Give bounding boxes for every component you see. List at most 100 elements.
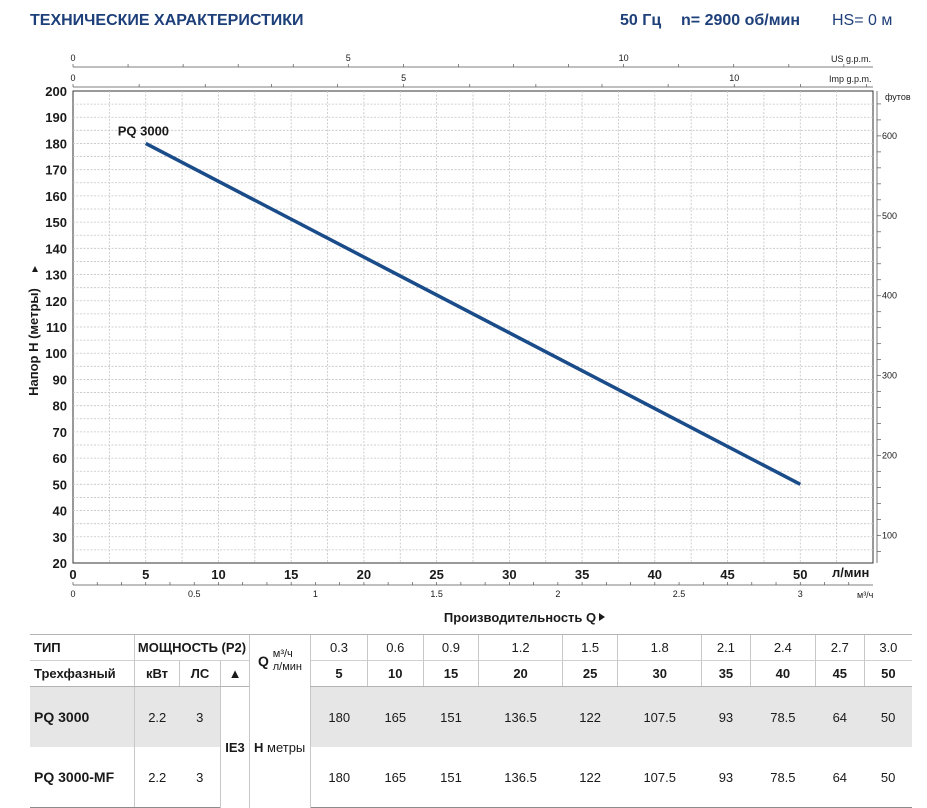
head-value: 50 <box>864 747 912 808</box>
head-value: 180 <box>310 686 368 747</box>
lmin-cell: 30 <box>617 660 702 687</box>
head-value: 64 <box>815 686 865 747</box>
q-unit-m3h: м³/ч <box>272 647 293 660</box>
y-tick-label: 70 <box>53 425 67 440</box>
y-tick-label: 80 <box>53 399 67 414</box>
chart-axes: 2030405060708090100110120130140150160170… <box>45 84 897 599</box>
lmin-cell: 15 <box>422 660 479 687</box>
y-axis-title: Напор H (метры) <box>26 288 41 396</box>
y-tick-label: 200 <box>45 84 67 99</box>
q-symbol: Q <box>257 652 269 669</box>
y-tick-label: 150 <box>45 215 67 230</box>
impgpm-tick-label: 10 <box>729 73 739 83</box>
x-axis-title: Производительность Q <box>444 610 596 625</box>
x-tick-label: 0 <box>69 567 76 582</box>
x-tick-label: 45 <box>720 567 734 582</box>
y-tick-label: 90 <box>53 372 67 387</box>
h-unit: метры <box>267 739 306 755</box>
x-tick-label: 40 <box>648 567 662 582</box>
impgpm-tick-label: 0 <box>70 73 75 83</box>
y-tick-label: 130 <box>45 268 67 283</box>
head-value: 136.5 <box>478 747 563 808</box>
head-value: 165 <box>367 747 424 808</box>
head-value: 180 <box>310 747 368 808</box>
kw-value: 2.2 <box>134 747 180 808</box>
y-tick-label: 190 <box>45 110 67 125</box>
feet-tick-label: 600 <box>882 131 897 141</box>
lmin-cell: 10 <box>366 660 424 687</box>
page-title: ТЕХНИЧЕСКИЕ ХАРАКТЕРИСТИКИ <box>30 12 304 29</box>
y-tick-label: 50 <box>53 477 67 492</box>
kw-header: кВт <box>134 660 180 687</box>
feet-tick-label: 400 <box>882 291 897 301</box>
top1-axis-unit: US g.p.m. <box>831 54 871 64</box>
lmin-cell: 25 <box>561 660 618 687</box>
x-tick-label: 35 <box>575 567 589 582</box>
head-value: 107.5 <box>617 747 702 808</box>
m3h-cell: 0.9 <box>422 634 479 661</box>
lmin-cell: 5 <box>310 660 368 687</box>
frequency-label: 50 Гц <box>620 12 662 29</box>
x-tick-label: 10 <box>211 567 225 582</box>
y-tick-label: 20 <box>53 556 67 571</box>
chart-grid <box>72 90 874 564</box>
hp-header: ЛС <box>179 660 221 687</box>
y-tick-label: 180 <box>45 136 67 151</box>
table-row: PQ 3000 2.2 3 IE3 H метры 180 165 151 13… <box>30 686 912 808</box>
head-value: 78.5 <box>750 747 816 808</box>
h-symbol: H <box>254 739 264 755</box>
usgpm-tick-label: 10 <box>619 53 629 63</box>
q-header: Q м³/ч л/мин <box>249 634 311 687</box>
feet-tick-label: 100 <box>882 531 897 541</box>
m3h-cell: 1.8 <box>617 634 702 661</box>
suction-height-label: HS= 0 м <box>832 12 893 29</box>
x-tick-label: 50 <box>793 567 807 582</box>
hp-value: 3 <box>179 686 221 747</box>
head-value: 64 <box>815 747 865 808</box>
q-unit-lmin: л/мин <box>272 660 303 673</box>
x-tick-label: 30 <box>502 567 516 582</box>
m3h-tick-label: 1 <box>313 589 318 599</box>
usgpm-tick-label: 5 <box>346 53 351 63</box>
head-value: 93 <box>701 686 751 747</box>
m3h-cell: 2.1 <box>700 634 751 661</box>
y-tick-label: 60 <box>53 451 67 466</box>
table-row: PQ 3000-MF 2.2 3 180 165 151 136.5 122 1… <box>30 747 912 808</box>
m3h-tick-label: 2 <box>555 589 560 599</box>
head-value: 50 <box>864 686 912 747</box>
x-tick-label: 20 <box>357 567 371 582</box>
head-value: 122 <box>562 747 618 808</box>
m3h-cell: 2.4 <box>749 634 816 661</box>
chart-series: PQ 3000 <box>118 123 802 486</box>
m3h-cell: 0.3 <box>310 634 368 661</box>
lmin-cell: 35 <box>700 660 751 687</box>
type-header: ТИП <box>30 634 135 661</box>
model-name: PQ 3000 <box>30 686 135 747</box>
triangle-icon: ▲ <box>220 660 250 687</box>
head-value: 122 <box>562 686 618 747</box>
feet-tick-label: 500 <box>882 211 897 221</box>
m3h-cell: 3.0 <box>863 634 912 661</box>
head-value: 136.5 <box>478 686 563 747</box>
m3h-cell: 0.6 <box>366 634 424 661</box>
head-value: 165 <box>367 686 424 747</box>
impgpm-tick-label: 5 <box>401 73 406 83</box>
x-tick-label: 5 <box>142 567 149 582</box>
head-value: 151 <box>423 686 479 747</box>
feet-tick-label: 300 <box>882 371 897 381</box>
power-header: МОЩНОСТЬ (P2) <box>134 634 250 661</box>
x-axis-unit: л/мин <box>832 565 869 580</box>
hp-value: 3 <box>179 747 221 808</box>
m3h-tick-label: 1.5 <box>430 589 443 599</box>
performance-chart: 0 5 100 5 10 2030405060708090100110120130140… <box>26 53 911 625</box>
efficiency-class: IE3 <box>220 686 250 808</box>
lmin-cell: 45 <box>814 660 865 687</box>
y-tick-label: 110 <box>46 320 67 335</box>
series-label: PQ 3000 <box>118 123 169 138</box>
x2-axis-unit: м³/ч <box>857 590 874 600</box>
y-tick-label: 160 <box>45 189 67 204</box>
y-tick-label: 30 <box>53 530 67 545</box>
m3h-tick-label: 2.5 <box>673 589 686 599</box>
y-tick-label: 40 <box>53 504 67 519</box>
head-value: 78.5 <box>750 686 816 747</box>
